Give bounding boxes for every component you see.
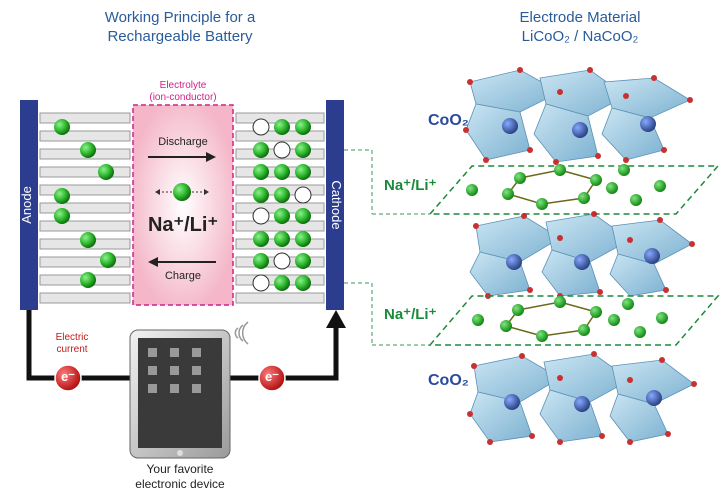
electrolyte-label: Electrolyte (ion-conductor)	[133, 80, 233, 104]
electrolyte-region	[132, 104, 234, 306]
ion-label: Na⁺/Li⁺	[147, 214, 218, 236]
connector-top	[344, 149, 430, 215]
connector-bottom	[344, 282, 430, 346]
tablet-device-icon	[129, 329, 231, 459]
battery-title-line2: Rechargeable Battery	[107, 28, 253, 45]
electron-right	[258, 364, 286, 392]
cathode-ions	[252, 118, 312, 292]
anode-label: Anode	[19, 186, 34, 224]
ion-movement-icon	[155, 183, 209, 201]
discharge-label: Discharge	[158, 136, 208, 148]
electron-left	[54, 364, 82, 392]
device-label: Your favorite electronic device	[120, 462, 240, 492]
electric-current-label: Electric current	[42, 332, 102, 356]
electric-current-line2: current	[56, 344, 88, 355]
coo2-layer-middle	[469, 211, 695, 299]
battery-title: Working Principle for a Rechargeable Bat…	[60, 8, 300, 46]
electron-right-label: e⁻	[264, 369, 280, 384]
discharge-arrow	[148, 152, 216, 162]
coo2-layer-top	[463, 67, 693, 165]
device-label-line1: Your favorite	[146, 462, 214, 476]
wireless-signal-icon	[234, 321, 249, 345]
ion-layer-label-2: Na⁺/Li⁺	[384, 306, 437, 323]
anode-plates	[39, 112, 131, 304]
battery-title-line1: Working Principle for a	[104, 9, 256, 26]
cathode-electrode	[326, 100, 344, 310]
material-title: Electrode Material LiCoO₂ / NaCoO₂	[470, 8, 690, 46]
cathode-plates	[235, 112, 325, 304]
material-title-line2: LiCoO₂ / NaCoO₂	[521, 28, 639, 45]
coo2-label-bottom: CoO₂	[428, 372, 469, 389]
electrolyte-label-line1: Electrolyte	[159, 80, 207, 91]
anode-ions	[54, 119, 116, 288]
charge-arrow	[148, 257, 216, 267]
coo2-label-top: CoO₂	[428, 112, 469, 129]
ion-layer-1	[428, 164, 720, 215]
material-title-line1: Electrode Material	[519, 9, 641, 26]
ion-layer-label-1: Na⁺/Li⁺	[384, 177, 437, 194]
electric-current-line1: Electric	[55, 332, 89, 343]
device-label-line2: electronic device	[135, 477, 225, 491]
ion-layer-2	[428, 295, 720, 346]
electron-left-label: e⁻	[60, 369, 76, 384]
charge-label: Charge	[164, 270, 202, 282]
coo2-layer-bottom	[467, 351, 697, 445]
electrolyte-label-line2: (ion-conductor)	[149, 92, 217, 103]
cathode-label: Cathode	[329, 180, 344, 230]
anode-electrode	[20, 100, 38, 310]
